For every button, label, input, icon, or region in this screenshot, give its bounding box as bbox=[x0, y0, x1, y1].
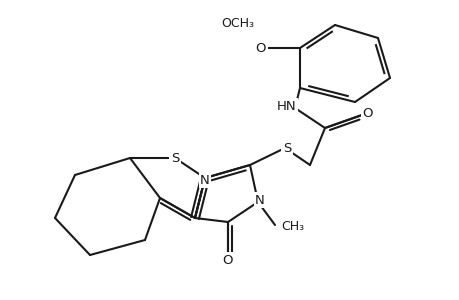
Text: S: S bbox=[282, 142, 291, 154]
Text: N: N bbox=[255, 194, 264, 206]
Text: N: N bbox=[200, 173, 209, 187]
Text: S: S bbox=[170, 152, 179, 164]
Text: HN: HN bbox=[277, 100, 296, 112]
Text: OCH₃: OCH₃ bbox=[221, 16, 254, 29]
Text: O: O bbox=[255, 41, 266, 55]
Text: O: O bbox=[362, 106, 372, 119]
Text: O: O bbox=[222, 254, 233, 266]
Text: CH₃: CH₃ bbox=[281, 220, 304, 233]
